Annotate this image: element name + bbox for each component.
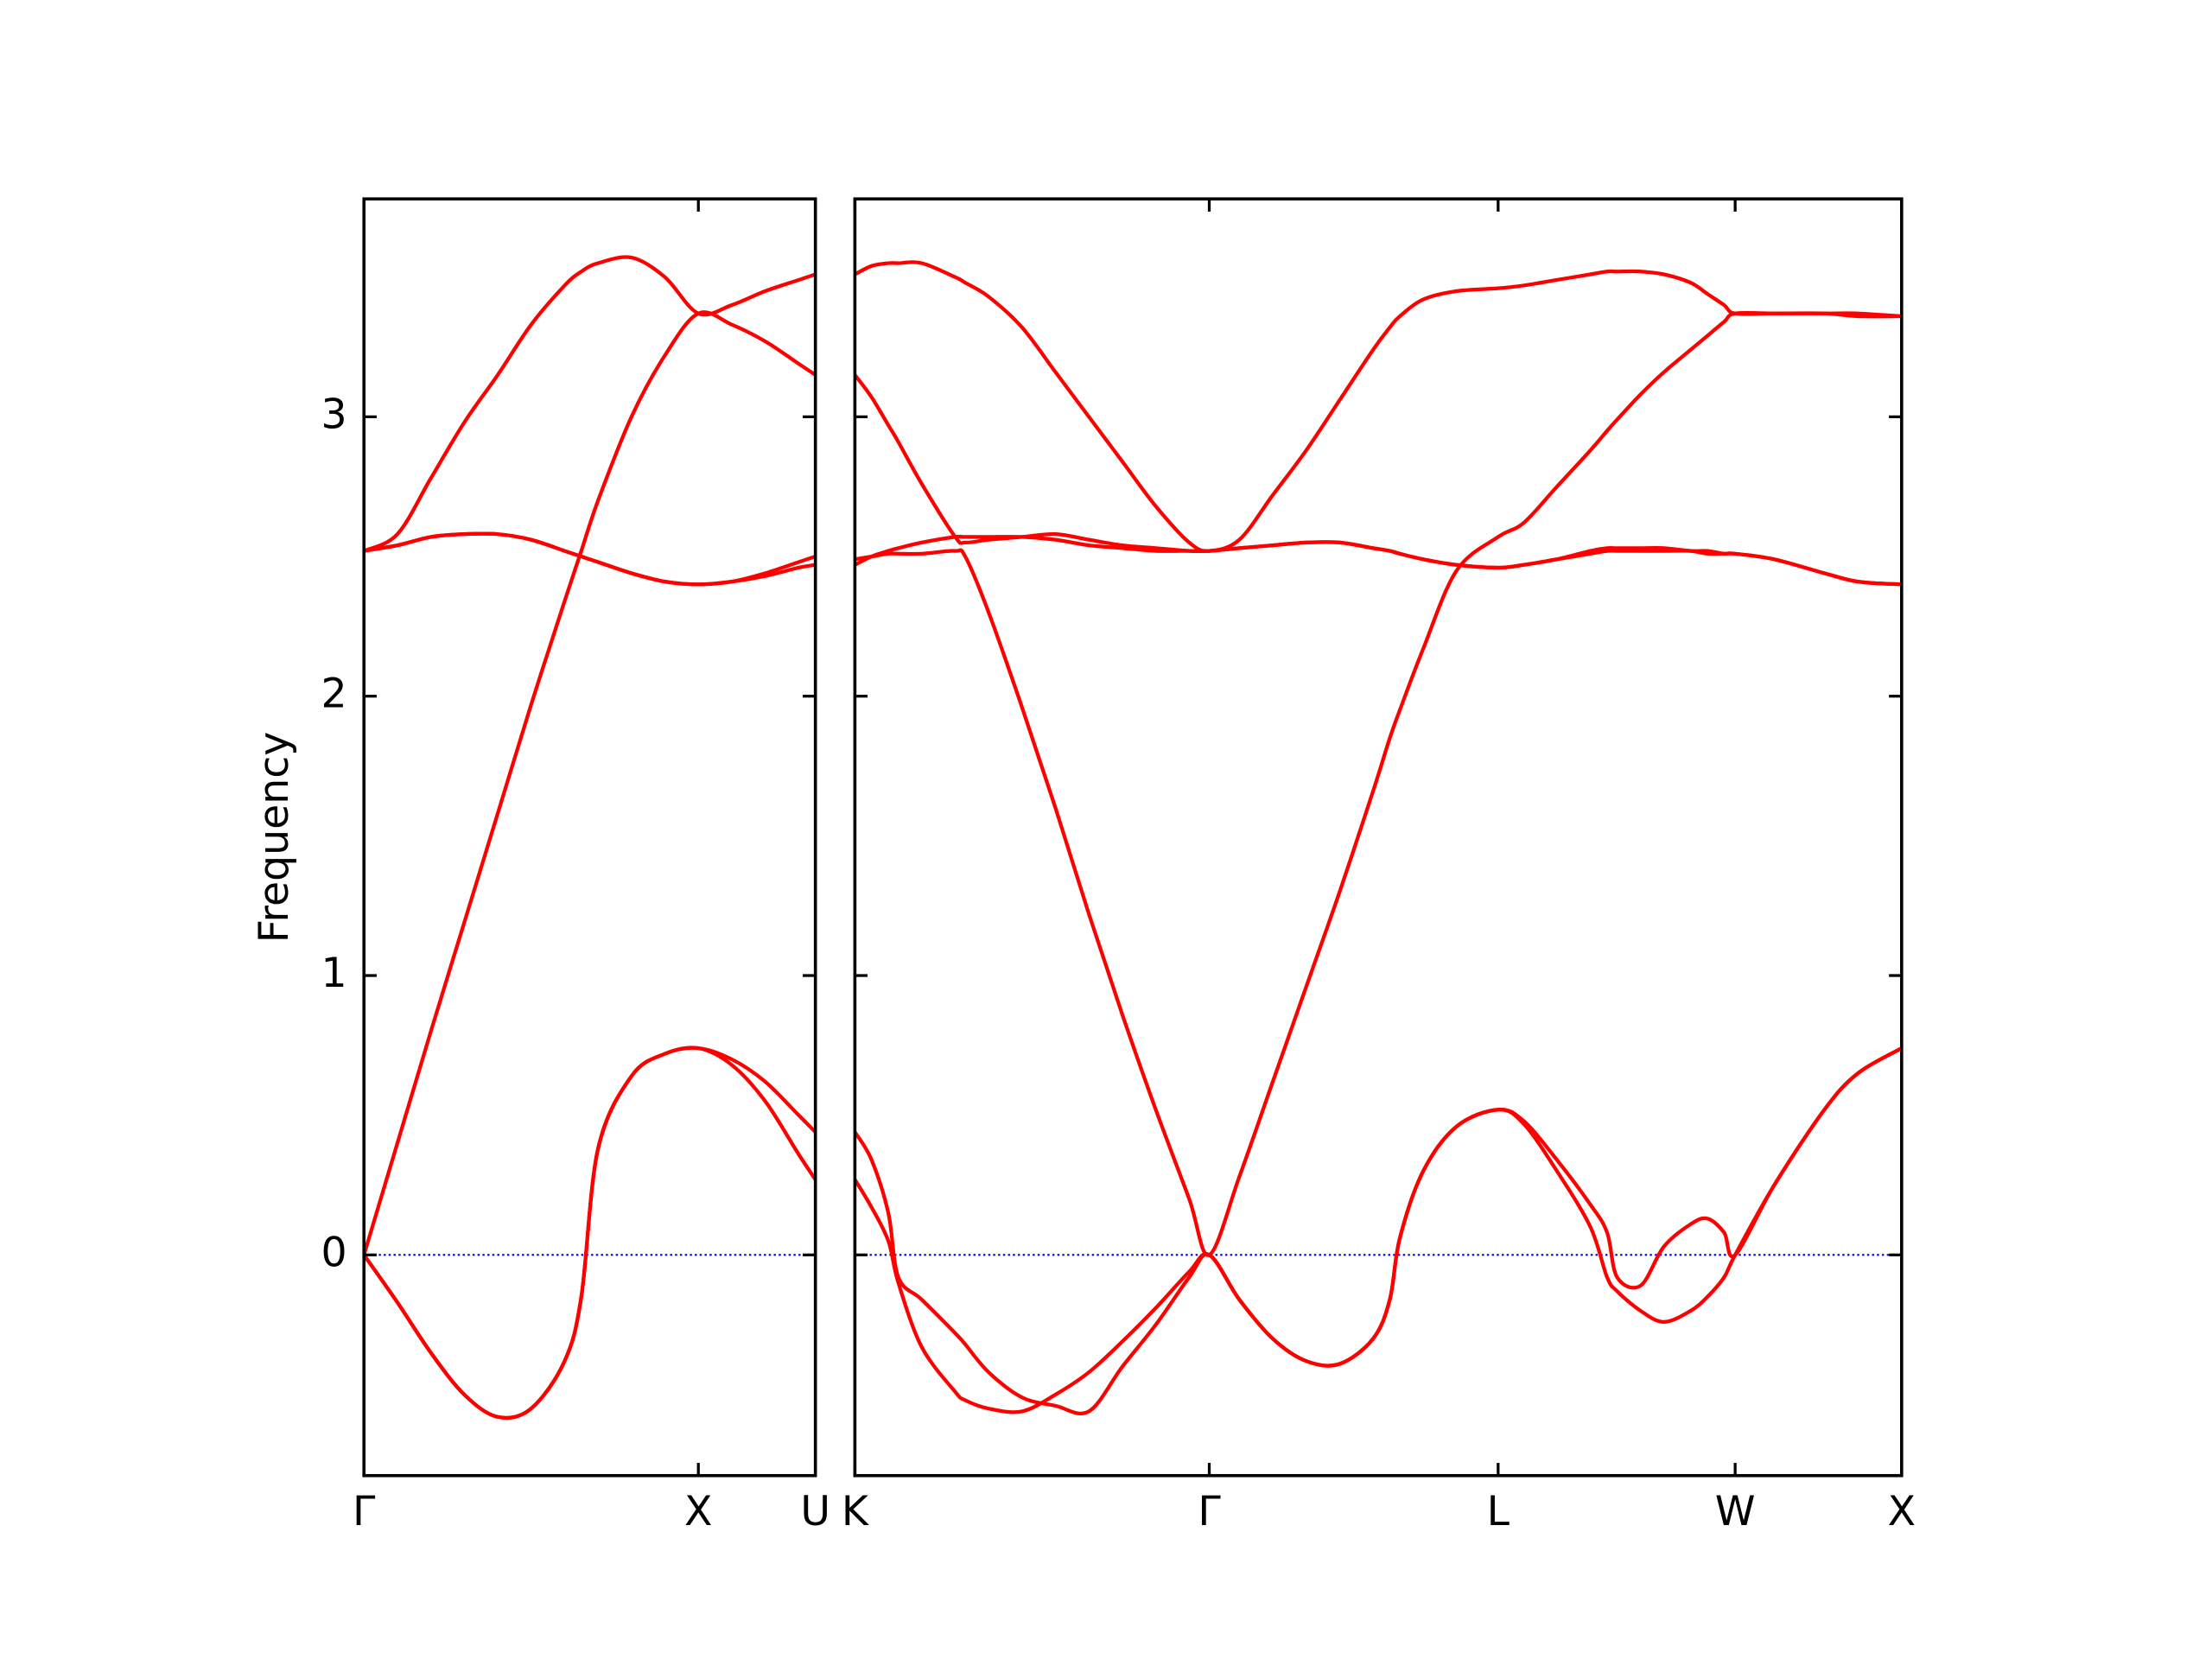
y-tick-label: 2: [321, 671, 347, 718]
x-tick-label: L: [1487, 1488, 1510, 1535]
band-line: [854, 534, 1902, 587]
x-tick-label: K: [842, 1488, 870, 1535]
band-line: [854, 260, 1902, 553]
y-tick-label: 1: [321, 950, 347, 997]
y-tick-label: 3: [321, 391, 347, 438]
band-line: [855, 310, 1902, 1257]
band-line: [363, 255, 817, 553]
plot-frame: [362, 197, 817, 1478]
y-axis-label: Frequency: [251, 732, 298, 944]
band-line: [853, 1046, 1903, 1416]
band-line: [362, 1046, 817, 1421]
x-tick-label: W: [1715, 1488, 1756, 1535]
x-tick-label: X: [684, 1488, 712, 1535]
x-tick-label: U: [800, 1488, 830, 1535]
band-line: [362, 1046, 817, 1421]
x-tick-label: X: [1888, 1488, 1916, 1535]
band-line: [362, 310, 817, 1255]
y-tick-label: 0: [321, 1229, 347, 1276]
band-line: [853, 1046, 1903, 1414]
band-line: [363, 531, 817, 587]
x-tick-label: Γ: [1198, 1488, 1221, 1535]
plot-frame: [853, 197, 1904, 1478]
x-tick-label: Γ: [353, 1488, 376, 1535]
